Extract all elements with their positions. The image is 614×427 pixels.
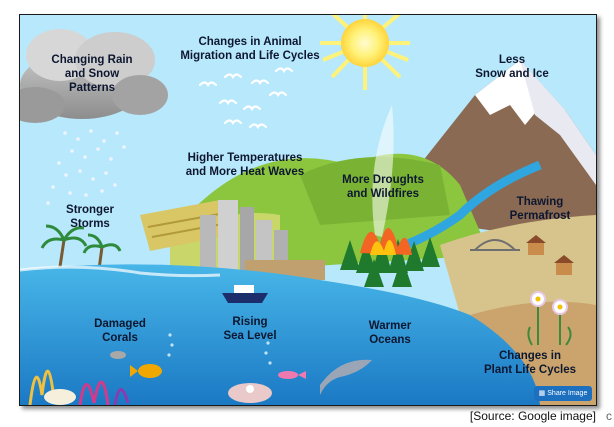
plant-land: [470, 301, 596, 405]
label-rain-snow-patterns: Changing Rain and Snow Patterns: [51, 54, 133, 94]
permafrost-land: [440, 215, 596, 315]
share-icon: ▦: [538, 390, 546, 397]
bubbles: [167, 333, 272, 365]
sun: [320, 15, 410, 90]
river: [388, 160, 542, 255]
wildfire: [360, 105, 412, 255]
label-snow-ice: Less Snow and Ice: [475, 54, 549, 80]
ship: [222, 285, 268, 303]
label-thawing-permafrost: Thawing Permafrost: [509, 196, 571, 222]
label-temperatures: Higher Temperatures and More Heat Waves: [185, 152, 305, 178]
label-rising-sea-level: Rising Sea Level: [223, 316, 277, 342]
climate-impacts-illustration: Changing Rain and Snow Patterns Changes …: [19, 14, 597, 406]
scene-artwork: [20, 15, 596, 405]
migrating-birds: [198, 67, 294, 130]
bridge: [470, 239, 520, 251]
storm-cloud: [20, 29, 168, 123]
share-image-button[interactable]: ▦ Share Image: [534, 386, 592, 401]
houses: [526, 235, 574, 275]
surf-line: [20, 265, 221, 278]
clam: [228, 383, 272, 403]
dolphin: [320, 359, 372, 395]
share-button-label: Share Image: [547, 390, 588, 397]
flowers: [527, 291, 572, 346]
source-caption: [Source: Google image]: [469, 409, 596, 423]
label-stronger-storms: Stronger Storms: [66, 204, 114, 230]
label-warmer-oceans: Warmer Oceans: [368, 320, 412, 346]
edge-glyph: c: [606, 409, 612, 423]
label-plant-life-cycles: Changes in Plant Life Cycles: [483, 350, 577, 376]
label-damaged-corals: Damaged Corals: [94, 318, 146, 344]
corals: [28, 369, 130, 405]
fish: [110, 351, 306, 379]
rain-and-snow: [46, 129, 126, 205]
label-droughts-wildfires: More Droughts and Wildfires: [342, 174, 424, 200]
label-animal-migration: Changes in Animal Migration and Life Cyc…: [180, 36, 320, 62]
